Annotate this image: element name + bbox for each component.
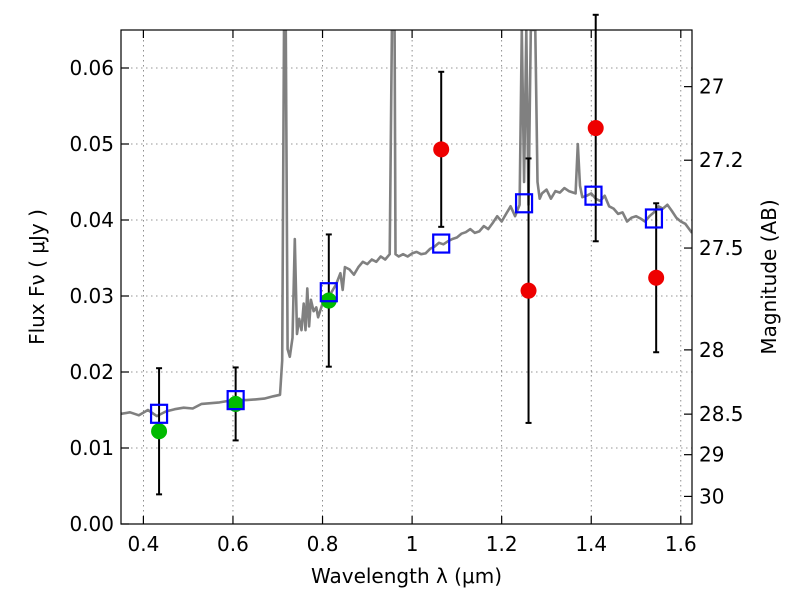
x-tick-label: 0.6 xyxy=(217,532,249,556)
model-photometry-square xyxy=(432,233,451,254)
magnitude-tick-label: 27.2 xyxy=(699,148,744,172)
x-tick-label: 0.4 xyxy=(127,532,159,556)
model-photometry-square xyxy=(226,390,245,411)
error-bar-layer xyxy=(156,13,660,496)
y-tick-label: 0.00 xyxy=(69,512,114,536)
plot-frame xyxy=(120,29,693,525)
points-layer xyxy=(151,120,665,440)
axis-ticks: 0.4 0.6 0.8 1 1.2 1.4 1.6 0.00 0.01 0.02 0.03 0.04 0… xyxy=(69,30,744,556)
magnitude-tick-label: 27.5 xyxy=(699,236,744,260)
non-detections-point xyxy=(433,141,450,158)
x-tick-label: 0.8 xyxy=(307,532,339,556)
magnitude-axis-label: Magnitude (AB) xyxy=(757,199,781,354)
x-tick-label: 1.2 xyxy=(486,532,518,556)
y-tick-label: 0.04 xyxy=(69,208,114,232)
detections-point xyxy=(151,423,168,440)
x-tick-label: 1.4 xyxy=(575,532,607,556)
y-tick-label: 0.01 xyxy=(69,436,114,460)
grid xyxy=(121,30,692,525)
magnitude-tick-label: 28.5 xyxy=(699,402,744,426)
y-tick-label: 0.06 xyxy=(69,56,114,80)
model-photometry-square xyxy=(319,282,338,303)
model-photometry-square xyxy=(514,193,534,214)
y-tick-label: 0.02 xyxy=(69,360,114,384)
model-spectrum-line xyxy=(121,30,692,418)
non-detections-point xyxy=(520,282,537,299)
magnitude-tick-label: 28 xyxy=(699,338,724,362)
non-detections-point xyxy=(587,120,604,137)
magnitude-tick-label: 30 xyxy=(699,484,724,508)
non-detections-point xyxy=(648,269,665,286)
y-axis-label: Flux Fν ( μJy ) xyxy=(25,209,49,345)
y-tick-label: 0.03 xyxy=(69,284,114,308)
magnitude-tick-label: 27 xyxy=(699,75,724,99)
x-tick-label: 1 xyxy=(406,532,419,556)
magnitude-tick-label: 29 xyxy=(699,443,724,467)
y-tick-label: 0.05 xyxy=(69,132,114,156)
detections-point xyxy=(227,395,244,412)
x-tick-label: 1.6 xyxy=(665,532,697,556)
spectrum-layer xyxy=(121,30,692,418)
x-axis-label: Wavelength λ (μm) xyxy=(311,564,502,588)
model-photometry-layer xyxy=(149,185,664,424)
model-photometry-square xyxy=(584,185,603,206)
model-photometry-square xyxy=(149,403,169,424)
model-photometry-square xyxy=(644,208,664,229)
